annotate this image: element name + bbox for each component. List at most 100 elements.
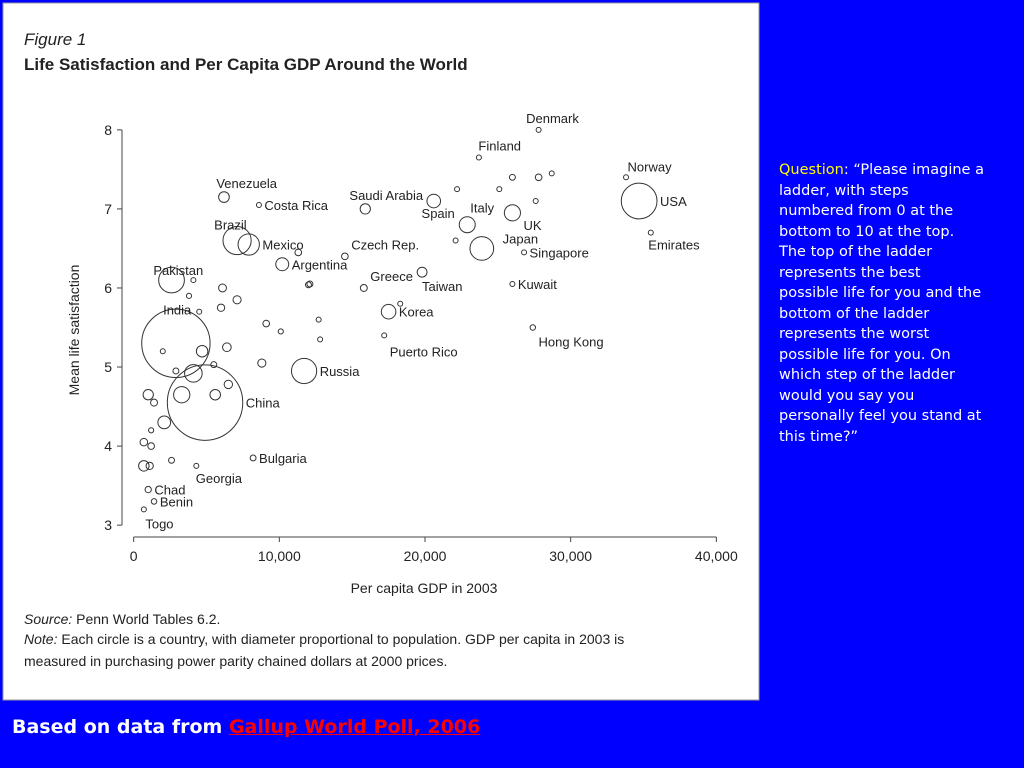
- source-text: Penn World Tables 6.2.: [76, 611, 220, 627]
- bubble: [209, 388, 221, 401]
- point-label: Spain: [422, 206, 455, 221]
- question: Question: “Please imagine a ladder, with…: [779, 160, 984, 447]
- bubble: [426, 193, 442, 209]
- bubble: [341, 252, 349, 261]
- source-link[interactable]: Gallup World Poll, 2006: [228, 716, 481, 738]
- bubble: [620, 182, 658, 220]
- source: Source: Penn World Tables 6.2.: [24, 611, 220, 627]
- bubble: [532, 198, 539, 205]
- point-label: Denmark: [526, 111, 579, 126]
- bubble: [359, 283, 368, 292]
- bubble: [150, 398, 159, 407]
- bubble: [496, 186, 503, 193]
- bubble: [277, 328, 284, 335]
- bubble: [294, 248, 303, 257]
- bubble: [508, 173, 516, 181]
- source-label: Source:: [24, 611, 72, 627]
- bubble: [317, 336, 324, 343]
- bubble: [380, 303, 397, 320]
- question-text: : “Please imagine a ladder, with steps n…: [779, 162, 984, 445]
- bubble: [218, 283, 227, 293]
- bubble: [139, 437, 149, 447]
- bubble: [262, 319, 271, 328]
- bubble: [193, 462, 200, 469]
- bubble: [521, 249, 528, 256]
- bubble: [503, 204, 521, 222]
- point-label: Mexico: [262, 237, 303, 252]
- bubble: [168, 456, 175, 464]
- point-label: Singapore: [530, 245, 589, 260]
- x-tick-label: 10,000: [258, 548, 301, 564]
- bubble: [222, 342, 232, 353]
- bubble: [141, 308, 211, 378]
- note-label: Note:: [24, 631, 58, 647]
- bubble: [223, 379, 234, 390]
- point-label: Emirates: [648, 238, 700, 253]
- bubble: [509, 281, 516, 288]
- x-tick-label: 30,000: [549, 548, 592, 564]
- x-axis-label: Per capita GDP in 2003: [351, 580, 498, 596]
- chart: Figure 1 Life Satisfaction and Per Capit…: [2, 2, 760, 701]
- point-label: India: [163, 302, 192, 317]
- bubble: [359, 203, 371, 215]
- bubble: [475, 154, 482, 161]
- bubble: [210, 361, 218, 369]
- bubble: [469, 236, 495, 261]
- bubble: [275, 257, 290, 272]
- point-label: USA: [660, 194, 687, 209]
- point-label: Venezuela: [216, 176, 277, 191]
- point-label: Georgia: [196, 471, 243, 486]
- x-tick-label: 40,000: [695, 548, 738, 564]
- bubble: [195, 344, 209, 358]
- point-label: Saudi Arabia: [349, 188, 423, 203]
- y-tick-label: 3: [104, 517, 112, 533]
- point-label: Kuwait: [518, 277, 557, 292]
- figure-label: Figure 1: [24, 30, 86, 49]
- point-label: Pakistan: [153, 263, 203, 278]
- point-label: Italy: [470, 201, 494, 216]
- bubble: [454, 186, 461, 193]
- point-label: Brazil: [214, 218, 247, 233]
- point-label: Costa Rica: [264, 198, 328, 213]
- bubble: [140, 506, 147, 513]
- bubble: [142, 389, 154, 401]
- bubble: [257, 358, 267, 368]
- note: Note: Each circle is a country, with dia…: [24, 631, 624, 647]
- bubble: [548, 170, 555, 177]
- bubble: [145, 461, 154, 470]
- bubble: [166, 364, 244, 441]
- bubble: [458, 216, 476, 234]
- point-label: Greece: [370, 269, 413, 284]
- bubble: [623, 174, 630, 181]
- bubble: [144, 485, 152, 494]
- bubble: [190, 277, 197, 284]
- footer: Based on data from Gallup World Poll, 20…: [12, 716, 480, 738]
- bubble: [158, 266, 185, 294]
- bubble: [535, 126, 542, 133]
- bubble: [534, 173, 543, 182]
- bubble: [172, 367, 180, 375]
- bubble: [255, 201, 262, 208]
- y-axis-label: Mean life satisfaction: [66, 265, 82, 396]
- point-label: Puerto Rico: [390, 344, 458, 359]
- bubble: [148, 427, 155, 434]
- y-tick-label: 6: [104, 280, 112, 296]
- bubble: [173, 386, 191, 404]
- bubble: [452, 237, 459, 244]
- bubble: [147, 442, 155, 450]
- point-label: Finland: [478, 139, 521, 154]
- point-label: Chad: [154, 483, 185, 498]
- point-label: Bulgaria: [259, 451, 307, 466]
- y-tick-label: 7: [104, 201, 112, 217]
- note-line: Each circle is a country, with diameter …: [61, 631, 624, 647]
- bubble: [222, 225, 252, 256]
- point-label: Japan: [503, 231, 538, 246]
- bubble: [196, 308, 203, 315]
- chart-title: Life Satisfaction and Per Capita GDP Aro…: [24, 55, 468, 74]
- point-label: UK: [523, 218, 541, 233]
- bubble: [218, 191, 230, 203]
- point-label: Czech Rep.: [351, 237, 419, 252]
- bubble: [381, 332, 388, 339]
- bubble: [216, 303, 226, 312]
